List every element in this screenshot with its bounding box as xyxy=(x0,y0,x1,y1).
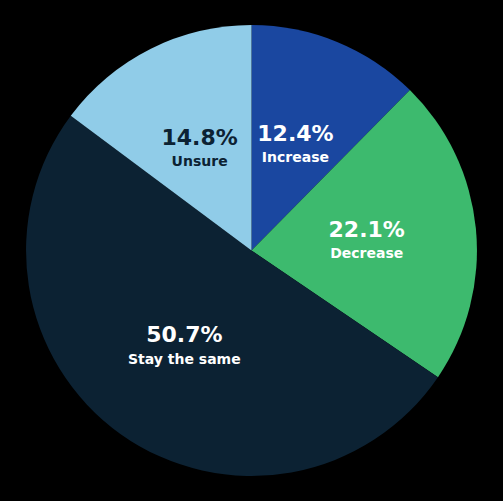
svg-text:Increase: Increase xyxy=(262,149,329,165)
svg-text:50.7%: 50.7% xyxy=(146,322,222,347)
svg-text:Stay the same: Stay the same xyxy=(128,351,241,367)
svg-text:14.8%: 14.8% xyxy=(161,125,237,150)
svg-text:Decrease: Decrease xyxy=(330,245,403,261)
svg-text:Unsure: Unsure xyxy=(172,153,228,169)
svg-text:22.1%: 22.1% xyxy=(329,217,405,242)
svg-text:12.4%: 12.4% xyxy=(257,121,333,146)
